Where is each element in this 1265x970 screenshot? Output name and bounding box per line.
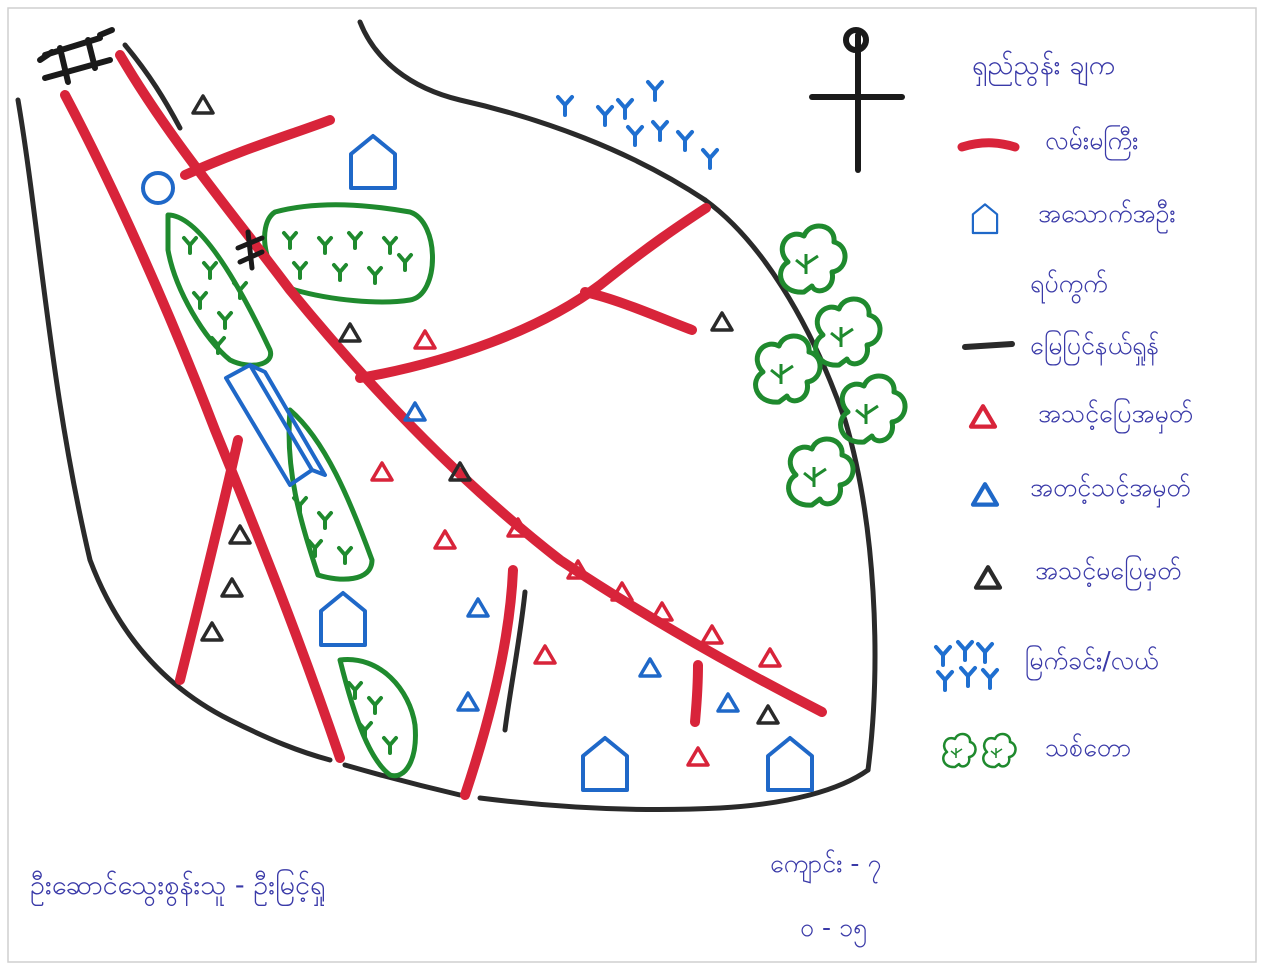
legend-symbols	[934, 138, 1020, 769]
north-arrow-icon	[809, 27, 905, 173]
road-bottom-branch	[460, 565, 518, 800]
boundary-right	[702, 197, 878, 773]
long-building	[224, 363, 327, 487]
legend-label-main-road: လမ်းမကြီး	[1045, 126, 1139, 155]
legend-label-building: အသောက်အဦး	[1038, 199, 1176, 228]
road-east-fork	[580, 287, 697, 335]
shrine-icon	[235, 229, 265, 271]
legend-label-red-triangle: အသင့်ပြေအမှတ်	[1038, 399, 1194, 428]
green-area-left-strip	[165, 212, 274, 368]
boundary-left	[15, 97, 333, 763]
green-area-bottom	[337, 657, 418, 779]
boundary-top	[357, 19, 708, 203]
boundary-lines	[15, 19, 878, 813]
well-icon	[141, 171, 175, 205]
boundary-upper-left	[122, 42, 183, 131]
scale-line-2: ၀ - ၁၅	[800, 913, 868, 942]
scale-line-1: ကျောင်း - ၇	[770, 849, 882, 878]
road-small-spur	[690, 660, 703, 727]
legend-label-black-triangle: အသင့်မပြေမှတ်	[1035, 556, 1182, 585]
legend-boundary-line-icon	[962, 341, 1015, 350]
road-left-long	[60, 90, 345, 763]
gate-icon	[37, 27, 115, 85]
legend-label-blue-triangle: အတင့်သင့်အမှတ်	[1030, 473, 1191, 502]
legend-label-grass: မြက်ခင်း/လယ်	[1025, 646, 1159, 675]
boundary-mid	[502, 589, 528, 733]
legend-road-line-icon	[957, 138, 1020, 152]
legend-title: ရှည်ညွန်း ချက	[972, 50, 1116, 81]
footer-caption: ဦးဆောင်သွေးစွန်းသူ - ဦးမြင့်ရှု	[30, 870, 326, 901]
road-top-branch	[180, 115, 335, 180]
road-left-branch	[175, 435, 243, 685]
boundary-bottom	[342, 762, 871, 813]
legend-label-boundary-2: မြေပြင်နယ်ရှုန်	[1030, 331, 1160, 360]
legend-label-forest: သစ်တော	[1045, 733, 1132, 762]
roads	[60, 50, 827, 800]
road-main-diagonal	[115, 50, 827, 717]
legend-label-boundary-1: ရပ်ကွက်	[1030, 269, 1108, 298]
